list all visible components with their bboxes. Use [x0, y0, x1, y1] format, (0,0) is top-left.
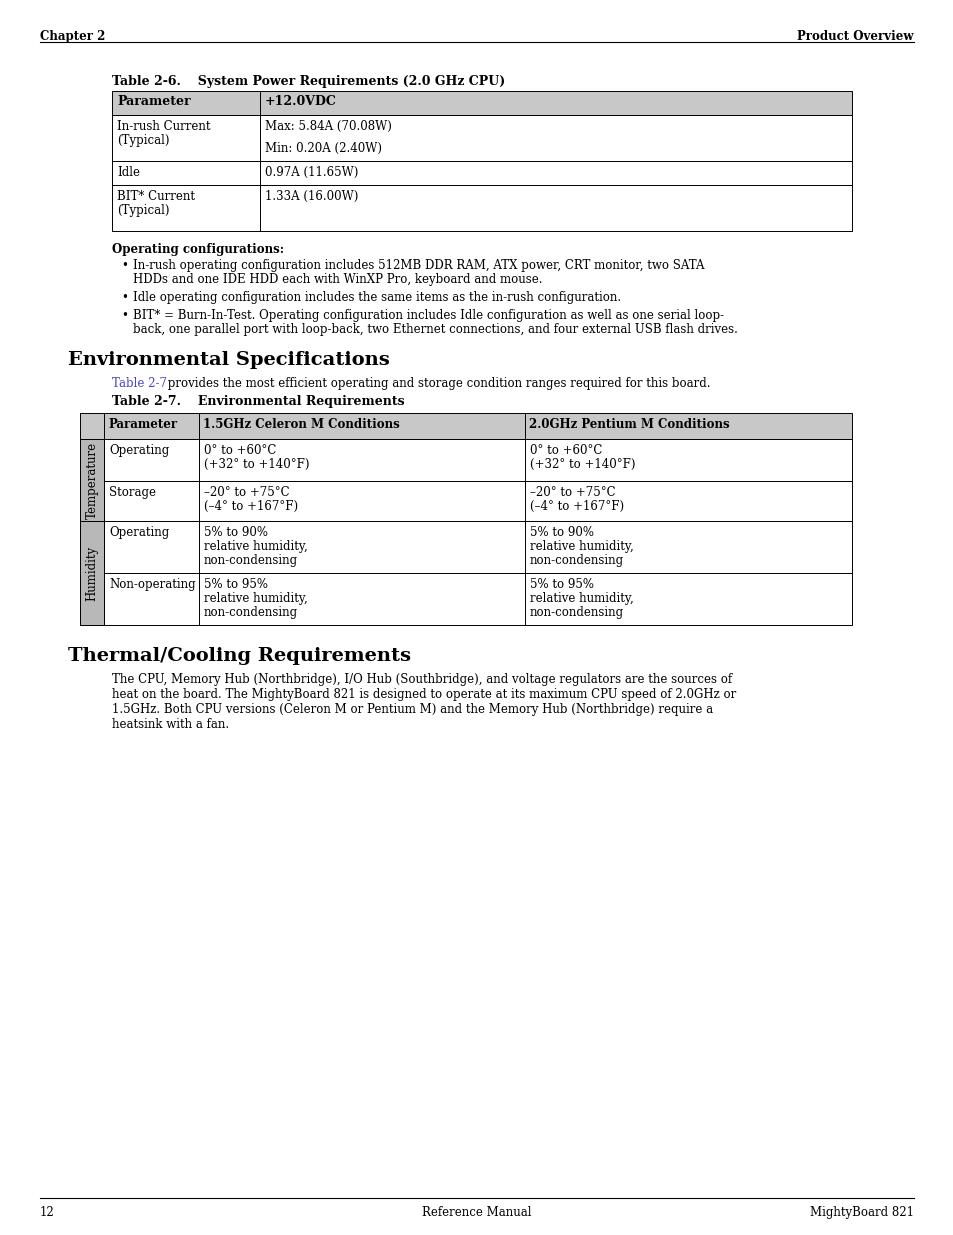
Text: 1.5GHz. Both CPU versions (Celeron M or Pentium M) and the Memory Hub (Northbrid: 1.5GHz. Both CPU versions (Celeron M or …	[112, 703, 713, 716]
Text: Non-operating: Non-operating	[109, 578, 195, 592]
Bar	[112, 115, 851, 161]
Text: heatsink with a fan.: heatsink with a fan.	[112, 718, 229, 731]
Bar	[80, 412, 851, 438]
Text: Min: 0.20A (2.40W): Min: 0.20A (2.40W)	[265, 142, 381, 156]
Text: (+32° to +140°F): (+32° to +140°F)	[204, 458, 309, 471]
Text: 12: 12	[40, 1207, 54, 1219]
Text: Operating: Operating	[109, 526, 169, 538]
Text: Storage: Storage	[109, 487, 156, 499]
Text: Table 2-6.  System Power Requirements (2.0 GHz CPU): Table 2-6. System Power Requirements (2.…	[112, 75, 505, 88]
Text: –20° to +75°C: –20° to +75°C	[530, 487, 615, 499]
Bar	[80, 480, 851, 521]
Text: In-rush Current: In-rush Current	[117, 120, 211, 133]
Text: (+32° to +140°F): (+32° to +140°F)	[530, 458, 635, 471]
Text: relative humidity,: relative humidity,	[530, 540, 633, 553]
Text: heat on the board. The MightyBoard 821 is designed to operate at its maximum CPU: heat on the board. The MightyBoard 821 i…	[112, 688, 736, 701]
Text: 5% to 95%: 5% to 95%	[530, 578, 594, 592]
Text: non-condensing: non-condensing	[204, 555, 297, 567]
Text: relative humidity,: relative humidity,	[204, 540, 308, 553]
Text: 0.97A (11.65W): 0.97A (11.65W)	[265, 165, 358, 179]
Text: (Typical): (Typical)	[117, 135, 170, 147]
Text: 5% to 90%: 5% to 90%	[204, 526, 268, 538]
Text: MightyBoard 821: MightyBoard 821	[809, 1207, 913, 1219]
Text: Thermal/Cooling Requirements: Thermal/Cooling Requirements	[68, 647, 411, 664]
Text: non-condensing: non-condensing	[204, 606, 297, 619]
Text: Parameter: Parameter	[108, 417, 177, 431]
Text: Max: 5.84A (70.08W): Max: 5.84A (70.08W)	[265, 120, 392, 133]
Text: non-condensing: non-condensing	[530, 606, 623, 619]
Text: Idle: Idle	[117, 165, 140, 179]
Text: 5% to 95%: 5% to 95%	[204, 578, 268, 592]
Text: In-rush operating configuration includes 512MB DDR RAM, ATX power, CRT monitor, : In-rush operating configuration includes…	[132, 259, 703, 272]
Bar	[112, 161, 851, 185]
Text: Reference Manual: Reference Manual	[422, 1207, 531, 1219]
Text: Table 2-7: Table 2-7	[112, 377, 167, 390]
Text: +12.0VDC: +12.0VDC	[265, 95, 336, 107]
Text: 0° to +60°C: 0° to +60°C	[204, 445, 276, 457]
Text: Operating: Operating	[109, 445, 169, 457]
Text: (Typical): (Typical)	[117, 204, 170, 217]
Bar	[80, 573, 851, 625]
Text: BIT* Current: BIT* Current	[117, 190, 194, 203]
Text: 1.5GHz Celeron M Conditions: 1.5GHz Celeron M Conditions	[203, 417, 399, 431]
Text: Product Overview: Product Overview	[797, 30, 913, 43]
Text: •: •	[121, 309, 128, 322]
Text: BIT* = Burn-In-Test. Operating configuration includes Idle configuration as well: BIT* = Burn-In-Test. Operating configura…	[132, 309, 723, 322]
Text: relative humidity,: relative humidity,	[204, 592, 308, 605]
Text: relative humidity,: relative humidity,	[530, 592, 633, 605]
Text: The CPU, Memory Hub (Northbridge), I/O Hub (Southbridge), and voltage regulators: The CPU, Memory Hub (Northbridge), I/O H…	[112, 673, 731, 685]
Text: Table 2-7.  Environmental Requirements: Table 2-7. Environmental Requirements	[112, 395, 404, 408]
Text: (–4° to +167°F): (–4° to +167°F)	[530, 500, 623, 513]
Text: Idle operating configuration includes the same items as the in-rush configuratio: Idle operating configuration includes th…	[132, 291, 620, 304]
Bar	[80, 521, 104, 625]
Text: Humidity: Humidity	[86, 546, 98, 600]
Text: back, one parallel port with loop-back, two Ethernet connections, and four exter: back, one parallel port with loop-back, …	[132, 324, 737, 336]
Text: Environmental Specifications: Environmental Specifications	[68, 351, 390, 369]
Text: Operating configurations:: Operating configurations:	[112, 243, 284, 256]
Bar	[80, 438, 851, 480]
Text: 0° to +60°C: 0° to +60°C	[530, 445, 601, 457]
Text: 5% to 90%: 5% to 90%	[530, 526, 594, 538]
Text: –20° to +75°C: –20° to +75°C	[204, 487, 290, 499]
Text: Parameter: Parameter	[117, 95, 191, 107]
Bar	[112, 91, 851, 115]
Text: 2.0GHz Pentium M Conditions: 2.0GHz Pentium M Conditions	[529, 417, 729, 431]
Bar	[80, 438, 104, 521]
Text: •: •	[121, 259, 128, 272]
Text: provides the most efficient operating and storage condition ranges required for : provides the most efficient operating an…	[164, 377, 710, 390]
Text: 1.33A (16.00W): 1.33A (16.00W)	[265, 190, 358, 203]
Text: •: •	[121, 291, 128, 304]
Bar	[112, 185, 851, 231]
Text: Chapter 2: Chapter 2	[40, 30, 105, 43]
Text: HDDs and one IDE HDD each with WinXP Pro, keyboard and mouse.: HDDs and one IDE HDD each with WinXP Pro…	[132, 273, 542, 287]
Text: Temperature: Temperature	[86, 441, 98, 519]
Bar	[80, 521, 851, 573]
Text: non-condensing: non-condensing	[530, 555, 623, 567]
Text: (–4° to +167°F): (–4° to +167°F)	[204, 500, 297, 513]
